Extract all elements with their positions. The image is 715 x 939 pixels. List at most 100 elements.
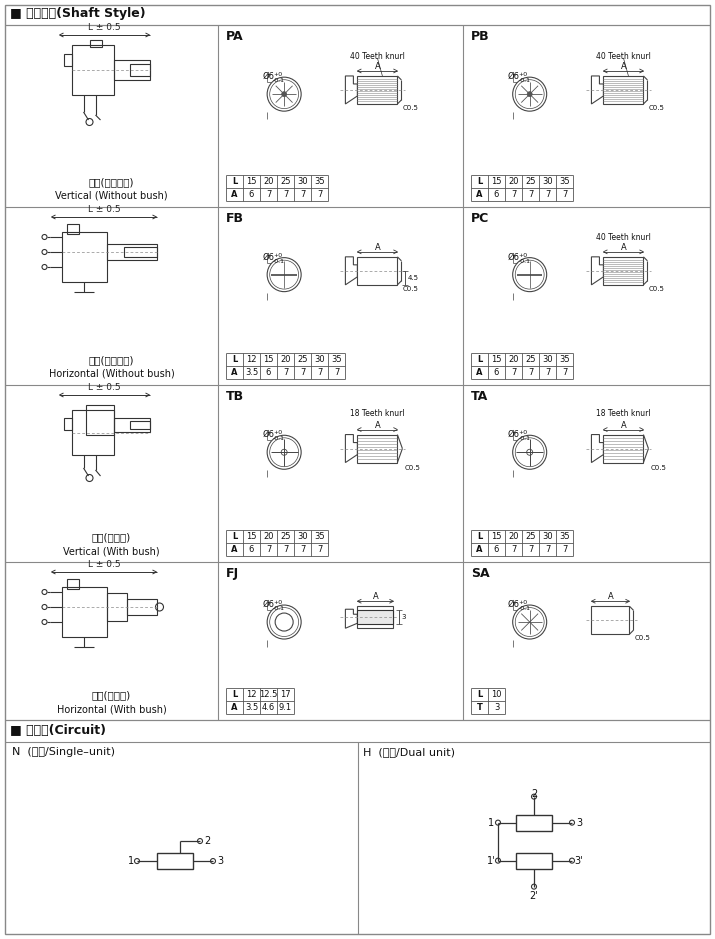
Text: PB: PB bbox=[471, 30, 490, 43]
Text: Ø6: Ø6 bbox=[508, 430, 520, 439]
Text: A: A bbox=[231, 545, 238, 554]
Text: -0.1: -0.1 bbox=[518, 606, 531, 611]
Text: 6: 6 bbox=[266, 368, 271, 377]
Text: A: A bbox=[608, 593, 613, 601]
Text: 7: 7 bbox=[511, 545, 516, 554]
Text: 20: 20 bbox=[263, 532, 274, 541]
Text: 7: 7 bbox=[562, 545, 567, 554]
Text: A: A bbox=[621, 243, 626, 252]
Text: 7: 7 bbox=[266, 190, 271, 199]
Text: L: L bbox=[477, 532, 482, 541]
Text: 35: 35 bbox=[559, 355, 570, 364]
Text: 1: 1 bbox=[488, 818, 494, 827]
Text: +0: +0 bbox=[518, 253, 528, 257]
Text: Ø6: Ø6 bbox=[508, 253, 520, 262]
Text: A: A bbox=[476, 190, 483, 199]
Text: 25: 25 bbox=[280, 177, 291, 186]
Text: 30: 30 bbox=[297, 532, 308, 541]
Text: -0.1: -0.1 bbox=[273, 606, 285, 611]
Text: 20: 20 bbox=[263, 177, 274, 186]
Text: 12.5: 12.5 bbox=[260, 690, 277, 699]
Text: 25: 25 bbox=[297, 355, 307, 364]
Bar bbox=[114, 418, 149, 432]
Text: 40 Teeth knurl: 40 Teeth knurl bbox=[350, 52, 405, 61]
Text: 25: 25 bbox=[526, 177, 536, 186]
Text: 30: 30 bbox=[297, 177, 308, 186]
Text: 30: 30 bbox=[542, 355, 553, 364]
Circle shape bbox=[527, 92, 532, 97]
Text: 40 Teeth knurl: 40 Teeth knurl bbox=[596, 52, 651, 61]
Bar bbox=[72, 410, 114, 455]
Bar bbox=[124, 247, 157, 257]
Text: -0.1: -0.1 bbox=[518, 258, 531, 264]
Text: +0: +0 bbox=[518, 600, 528, 605]
Text: L ± 0.5: L ± 0.5 bbox=[88, 205, 120, 214]
Text: TB: TB bbox=[226, 390, 244, 403]
Text: 9.1: 9.1 bbox=[279, 703, 292, 712]
Bar bbox=[61, 232, 107, 282]
Circle shape bbox=[282, 92, 287, 97]
Text: +0: +0 bbox=[518, 430, 528, 436]
Text: Ø6: Ø6 bbox=[262, 253, 274, 262]
Bar bbox=[358, 435, 398, 463]
Bar bbox=[358, 76, 398, 104]
Text: L: L bbox=[477, 177, 482, 186]
Text: 7: 7 bbox=[562, 190, 567, 199]
Text: 3': 3' bbox=[575, 855, 583, 866]
Bar bbox=[127, 599, 157, 615]
Text: 15: 15 bbox=[491, 532, 502, 541]
Text: 3.5: 3.5 bbox=[245, 703, 258, 712]
Text: -0.1: -0.1 bbox=[518, 78, 531, 84]
Text: Ø6: Ø6 bbox=[508, 600, 520, 609]
Text: 3: 3 bbox=[401, 614, 406, 621]
Text: 7: 7 bbox=[511, 190, 516, 199]
Text: 12: 12 bbox=[246, 690, 257, 699]
Text: 7: 7 bbox=[545, 368, 550, 377]
Text: 40 Teeth knurl: 40 Teeth knurl bbox=[596, 233, 651, 242]
Text: A: A bbox=[476, 545, 483, 554]
Text: 25: 25 bbox=[526, 532, 536, 541]
Bar bbox=[603, 76, 644, 104]
Text: 7: 7 bbox=[317, 190, 322, 199]
Text: 立式(带轴套): 立式(带轴套) bbox=[92, 532, 131, 542]
Text: A: A bbox=[231, 190, 238, 199]
Text: 3: 3 bbox=[576, 818, 582, 827]
Text: 7: 7 bbox=[283, 190, 288, 199]
Text: 12: 12 bbox=[246, 355, 257, 364]
Text: C0.5: C0.5 bbox=[403, 105, 418, 111]
Text: +0: +0 bbox=[518, 72, 528, 77]
Text: 7: 7 bbox=[283, 368, 288, 377]
Text: 7: 7 bbox=[300, 545, 305, 554]
Text: PC: PC bbox=[471, 212, 489, 225]
Text: 6: 6 bbox=[249, 190, 255, 199]
Bar bbox=[61, 587, 107, 637]
Text: L ± 0.5: L ± 0.5 bbox=[88, 383, 121, 392]
Text: 20: 20 bbox=[280, 355, 291, 364]
Text: +0: +0 bbox=[273, 600, 282, 605]
Text: 1: 1 bbox=[128, 856, 134, 866]
Bar bbox=[129, 64, 149, 76]
Text: 7: 7 bbox=[300, 368, 305, 377]
Text: 15: 15 bbox=[491, 177, 502, 186]
Text: 25: 25 bbox=[526, 355, 536, 364]
Text: A: A bbox=[476, 368, 483, 377]
Text: 18 Teeth knurl: 18 Teeth knurl bbox=[350, 408, 405, 418]
Text: A: A bbox=[621, 62, 626, 71]
Text: A: A bbox=[375, 421, 380, 429]
Text: 6: 6 bbox=[494, 190, 499, 199]
Text: 6: 6 bbox=[494, 368, 499, 377]
Text: Ø6: Ø6 bbox=[262, 600, 274, 609]
Text: L: L bbox=[232, 532, 237, 541]
Text: 7: 7 bbox=[545, 545, 550, 554]
Text: 35: 35 bbox=[559, 532, 570, 541]
Text: 7: 7 bbox=[317, 368, 322, 377]
Text: L: L bbox=[232, 355, 237, 364]
Text: 2': 2' bbox=[530, 890, 538, 901]
Text: N  (单联/Single–unit): N (单联/Single–unit) bbox=[12, 747, 115, 757]
Text: 卧式(带轴套): 卧式(带轴套) bbox=[92, 690, 131, 700]
Text: 7: 7 bbox=[317, 545, 322, 554]
Text: 35: 35 bbox=[331, 355, 342, 364]
Text: 7: 7 bbox=[334, 368, 339, 377]
Text: 1': 1' bbox=[487, 855, 495, 866]
Bar bbox=[516, 815, 552, 831]
